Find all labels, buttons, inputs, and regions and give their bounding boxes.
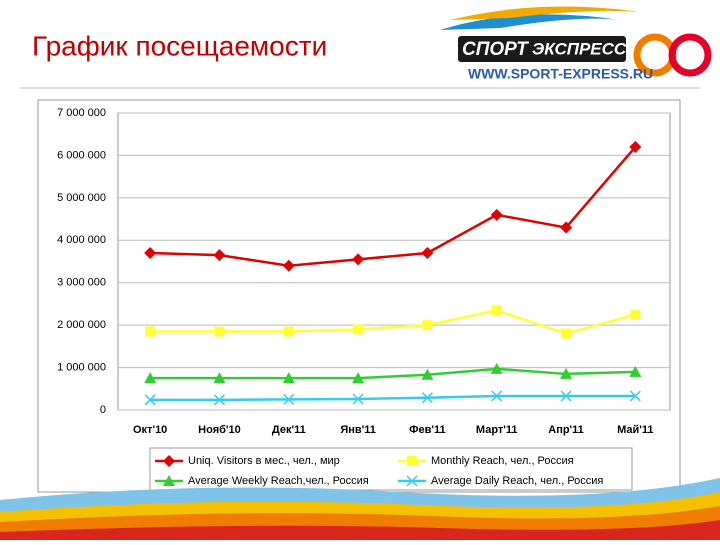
- logo-plate: [458, 36, 626, 62]
- marker: [144, 247, 157, 260]
- legend-label: Average Weekly Reach,чел., Россия: [188, 475, 369, 487]
- logo: СПОРТ ЭКСПРЕСС WWW.SPORT-EXPRESS.RU: [440, 6, 712, 82]
- x-tick-label: Май'11: [617, 424, 653, 436]
- marker: [629, 365, 642, 377]
- footer-waves: [0, 478, 720, 540]
- legend-marker: [163, 475, 175, 486]
- marker: [213, 249, 226, 262]
- marker: [283, 393, 295, 405]
- legend-marker: [406, 475, 418, 487]
- marker: [560, 367, 573, 379]
- marker: [282, 259, 295, 272]
- legend-box: [149, 447, 633, 491]
- marker: [491, 390, 503, 402]
- marker: [490, 208, 503, 221]
- y-tick-label: 3 000 000: [57, 277, 106, 289]
- marker: [421, 247, 434, 260]
- series-line: [150, 146, 637, 268]
- y-tick-label: 0: [100, 404, 106, 416]
- marker: [490, 362, 503, 374]
- marker: [144, 372, 157, 384]
- series-line: [150, 394, 636, 402]
- marker: [561, 328, 572, 339]
- legend-item: Monthly Reach, чел., Россия: [398, 455, 574, 467]
- logo-brand: ЭКСПРЕСС: [532, 39, 627, 58]
- marker: [629, 140, 642, 153]
- legend-marker: [163, 455, 175, 467]
- logo-swoosh: [440, 14, 620, 30]
- logo-brand: СПОРТ: [462, 39, 529, 60]
- y-tick-label: 6 000 000: [57, 149, 106, 161]
- marker: [213, 394, 225, 406]
- series-line: [150, 308, 636, 335]
- legend-label: Monthly Reach, чел., Россия: [431, 455, 574, 467]
- legend-item: Average Daily Reach, чел., Россия: [398, 475, 603, 487]
- x-tick-label: Апр'11: [548, 424, 584, 436]
- marker: [352, 253, 365, 266]
- marker: [421, 368, 434, 380]
- marker: [352, 393, 364, 405]
- legend-item: Uniq. Visitors в мес., чел., мир: [155, 455, 340, 467]
- wave: [0, 520, 720, 540]
- y-tick-label: 4 000 000: [57, 234, 106, 246]
- legend-marker: [407, 456, 417, 466]
- series-line: [150, 367, 636, 380]
- legend-item: Average Weekly Reach,чел., Россия: [155, 475, 369, 487]
- y-tick-label: 5 000 000: [57, 192, 106, 204]
- marker: [353, 324, 364, 335]
- x-tick-label: Нояб'10: [198, 424, 241, 436]
- legend-label: Uniq. Visitors в мес., чел., мир: [188, 455, 340, 467]
- y-tick-label: 1 000 000: [57, 361, 106, 373]
- logo-ring: [668, 33, 712, 77]
- marker: [491, 305, 502, 316]
- marker: [629, 390, 641, 402]
- marker: [145, 326, 156, 337]
- marker: [144, 394, 156, 406]
- x-tick-label: Март'11: [476, 424, 518, 436]
- marker: [630, 309, 641, 320]
- marker: [421, 392, 433, 404]
- marker: [214, 326, 225, 337]
- logo-swoosh: [450, 6, 640, 20]
- x-tick-label: Янв'11: [340, 424, 376, 436]
- x-tick-label: Дек'11: [272, 424, 306, 436]
- slide-title: График посещаемости: [32, 30, 327, 61]
- marker: [352, 372, 365, 384]
- x-tick-label: Окт'10: [133, 424, 167, 436]
- marker: [422, 320, 433, 331]
- marker: [283, 326, 294, 337]
- marker: [282, 372, 295, 384]
- plot-area: [117, 112, 671, 411]
- marker: [560, 390, 572, 402]
- logo-url: WWW.SPORT-EXPRESS.RU: [468, 66, 653, 82]
- marker: [560, 221, 573, 234]
- x-tick-label: Фев'11: [409, 424, 446, 436]
- legend-label: Average Daily Reach, чел., Россия: [431, 475, 603, 487]
- marker: [213, 372, 226, 384]
- y-tick-label: 2 000 000: [57, 319, 106, 331]
- y-tick-label: 7 000 000: [57, 107, 106, 119]
